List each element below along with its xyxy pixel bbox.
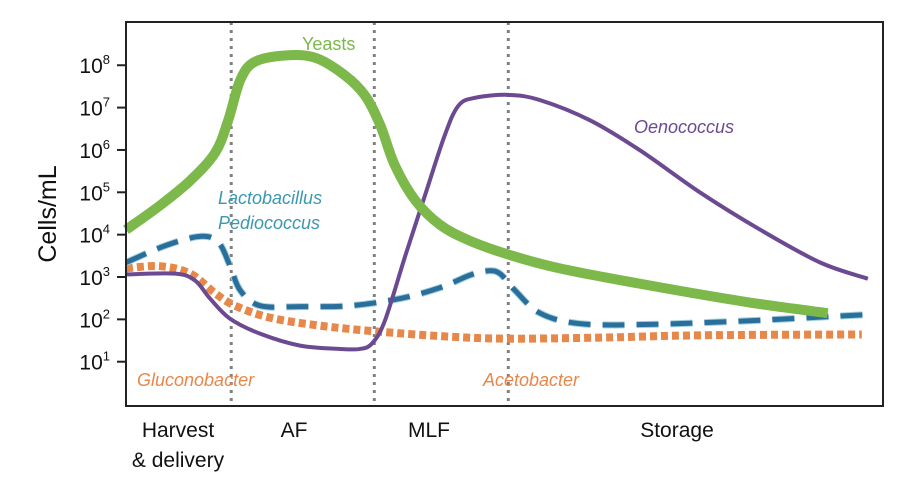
y-tick-label: 103 <box>79 264 110 290</box>
phase-label-mlf: MLF <box>408 419 450 442</box>
series-line-yeasts <box>123 50 829 319</box>
y-axis-ticks: 101 102 103 104 105 106 107 108 <box>79 52 126 375</box>
y-tick-label: 105 <box>79 179 110 205</box>
phase-label-harvest: Harvest <box>142 419 215 442</box>
phase-label-af: AF <box>281 419 308 442</box>
series-lines <box>123 50 869 352</box>
phase-label-harvest-line2: & delivery <box>132 449 225 472</box>
series-label-gluconobacter: Gluconobacter <box>137 370 255 390</box>
series-line-gluconobacter-acetobacter <box>125 262 862 343</box>
y-tick-label: 102 <box>79 306 110 332</box>
series-label-yeasts: Yeasts <box>302 34 355 54</box>
series-label-oenococcus: Oenococcus <box>634 117 734 137</box>
series-label-acetobacter: Acetobacter <box>482 370 580 390</box>
y-tick-label: 101 <box>79 349 110 375</box>
y-tick-label: 104 <box>79 222 110 248</box>
series-line-lactobacillus-pediococcus <box>125 233 868 328</box>
y-tick-label: 107 <box>79 95 110 121</box>
y-axis-label: Cells/mL <box>34 165 62 262</box>
y-tick-label: 106 <box>79 137 110 163</box>
plot-frame <box>125 21 884 407</box>
series-line-oenococcus <box>125 92 869 352</box>
phase-label-storage: Storage <box>640 419 714 442</box>
y-tick-label: 108 <box>79 52 110 78</box>
series-label-lactobacillus: Lactobacillus <box>218 188 322 208</box>
series-label-pediococcus: Pediococcus <box>218 213 320 233</box>
